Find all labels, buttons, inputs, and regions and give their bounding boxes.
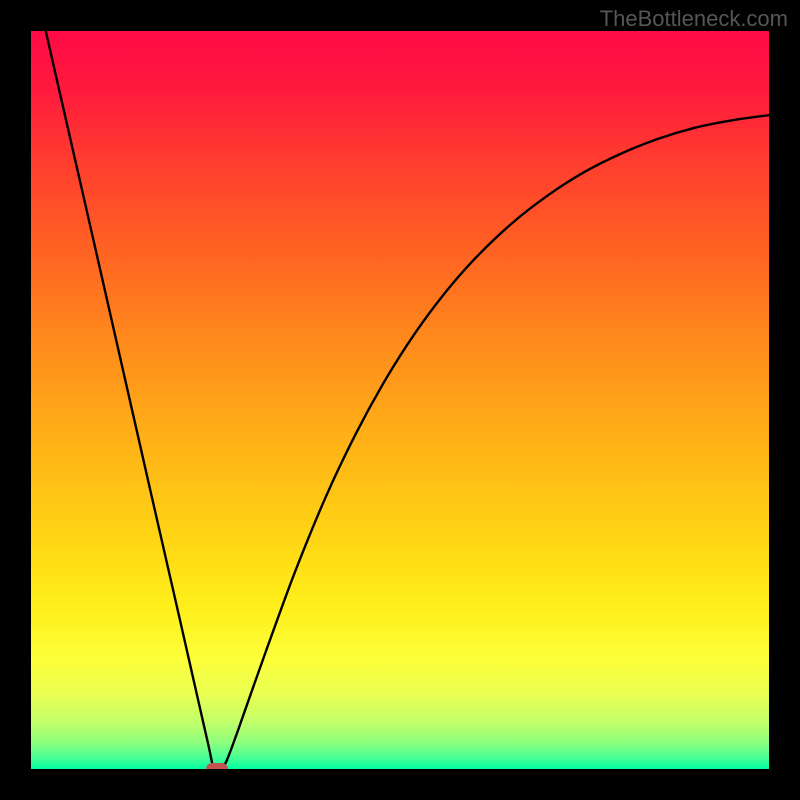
plot-area bbox=[28, 28, 772, 772]
optimal-point-marker bbox=[206, 763, 228, 772]
curve-svg bbox=[31, 31, 769, 769]
watermark-text: TheBottleneck.com bbox=[600, 6, 788, 32]
chart-canvas: TheBottleneck.com bbox=[0, 0, 800, 800]
bottleneck-curve bbox=[46, 31, 769, 769]
